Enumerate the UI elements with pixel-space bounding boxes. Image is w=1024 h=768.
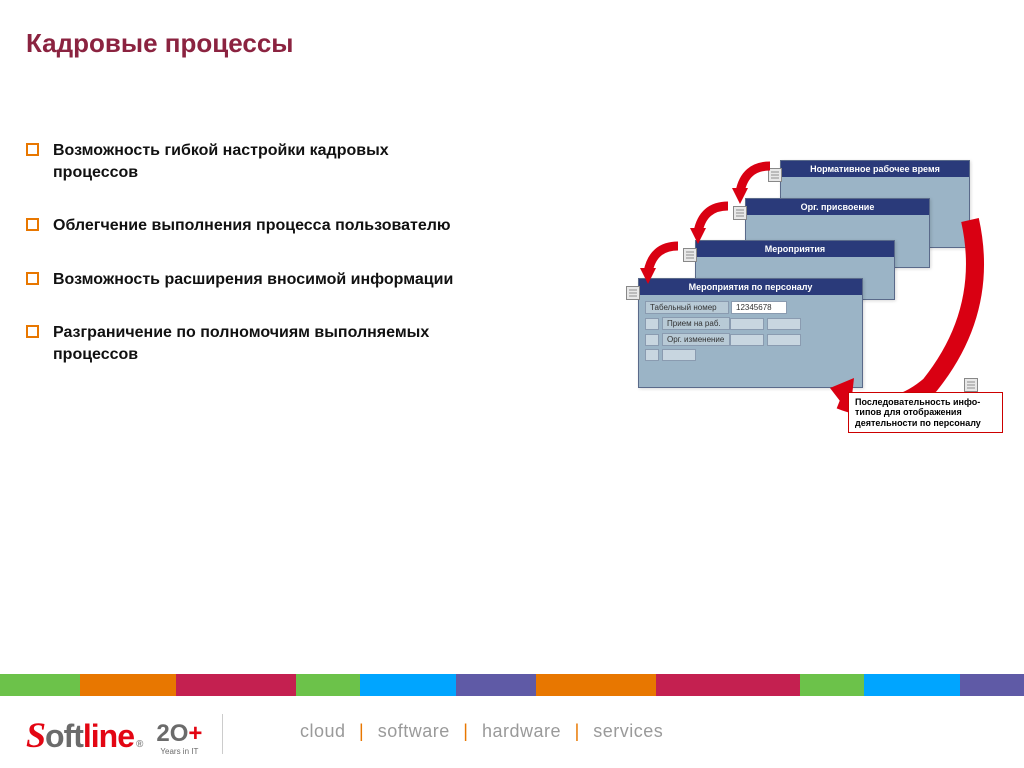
window-titlebar: Мероприятия по персоналу [639,279,862,295]
stripe-segment [656,674,800,696]
field-row: Орг. изменение [645,333,856,346]
separator-icon: | [575,721,580,741]
stripe-segment [800,674,864,696]
square-bullet-icon [26,218,39,231]
footer-link-software: software [378,721,450,741]
document-icon [733,206,747,220]
stripe-segment [360,674,456,696]
bullet-item: Возможность гибкой настройки кадровых пр… [26,140,466,183]
ui-chip [645,334,659,346]
document-icon [964,378,978,392]
footer-link-hardware: hardware [482,721,561,741]
ui-chip [730,334,764,346]
ui-window-personnel: Мероприятия по персоналу Табельный номер… [638,278,863,388]
logo-part: line [83,718,134,755]
stripe-segment [296,674,360,696]
ui-chip [767,318,801,330]
stripe-segment [456,674,536,696]
field-row [645,349,856,361]
document-icon [683,248,697,262]
stripe-segment [960,674,1024,696]
bullet-item: Возможность расширения вносимой информац… [26,269,466,291]
separator-icon: | [463,721,468,741]
ui-chip [645,318,659,330]
ui-chip [645,349,659,361]
document-icon [626,286,640,300]
footer-link-services: services [593,721,663,741]
plus-icon: + [188,720,202,747]
document-icon [768,168,782,182]
stripe-segment [536,674,656,696]
ui-chip [662,349,696,361]
bullet-text: Разграничение по полномочиям выполняемых… [53,322,466,365]
logo-s-icon: S [26,714,45,756]
softline-logo: Softline® [26,714,142,756]
field-value: 12345678 [731,301,787,314]
stripe-segment [864,674,960,696]
stripe-segment [176,674,296,696]
window-titlebar: Орг. присвоение [746,199,929,215]
field-label: Орг. изменение [662,333,730,346]
field-label: Прием на раб. [662,317,730,330]
field-row: Табельный номер 12345678 [645,301,856,314]
square-bullet-icon [26,272,39,285]
bullet-text: Возможность расширения вносимой информац… [53,269,453,291]
window-titlebar: Нормативное рабочее время [781,161,969,177]
logo-part: oft [45,718,83,755]
square-bullet-icon [26,143,39,156]
stripe-segment [0,674,80,696]
separator-icon: | [359,721,364,741]
callout-box: Последовательность инфо- типов для отобр… [848,392,1003,433]
bullet-item: Разграничение по полномочиям выполняемых… [26,322,466,365]
callout-text: Последовательность инфо- типов для отобр… [855,397,981,428]
slide-title: Кадровые процессы [26,28,293,59]
stripe-segment [80,674,176,696]
field-row: Прием на раб. [645,317,856,330]
window-titlebar: Мероприятия [696,241,894,257]
divider [222,714,223,754]
years-number: 2O+ [156,722,202,746]
window-body: Табельный номер 12345678 Прием на раб. О… [639,295,862,387]
registered-icon: ® [136,739,142,750]
footer-links: cloud | software | hardware | services [300,721,663,742]
field-label: Табельный номер [645,301,729,314]
bullet-list: Возможность гибкой настройки кадровых пр… [26,140,466,398]
years-subtitle: Years in IT [160,748,198,756]
ui-chip [767,334,801,346]
footer-color-stripe [0,674,1024,696]
years-badge: 2O+ Years in IT [156,722,202,756]
bullet-text: Облегчение выполнения процесса пользоват… [53,215,451,237]
logo-area: Softline® 2O+ Years in IT [26,714,223,756]
cascade-diagram: Нормативное рабочее время Орг. присвоени… [590,150,1010,450]
square-bullet-icon [26,325,39,338]
ui-chip [730,318,764,330]
bullet-text: Возможность гибкой настройки кадровых пр… [53,140,466,183]
bullet-item: Облегчение выполнения процесса пользоват… [26,215,466,237]
footer-link-cloud: cloud [300,721,346,741]
